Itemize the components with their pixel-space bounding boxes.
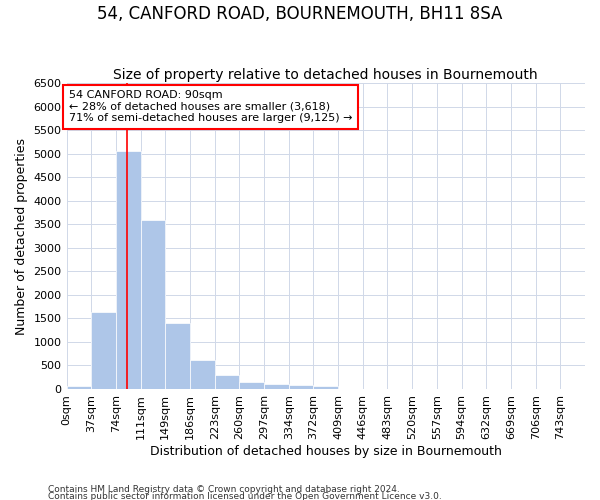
Text: 54 CANFORD ROAD: 90sqm
← 28% of detached houses are smaller (3,618)
71% of semi-: 54 CANFORD ROAD: 90sqm ← 28% of detached… <box>68 90 352 124</box>
Text: 54, CANFORD ROAD, BOURNEMOUTH, BH11 8SA: 54, CANFORD ROAD, BOURNEMOUTH, BH11 8SA <box>97 5 503 23</box>
Bar <box>264 384 289 389</box>
Title: Size of property relative to detached houses in Bournemouth: Size of property relative to detached ho… <box>113 68 538 82</box>
Bar <box>190 360 215 389</box>
Bar <box>215 376 239 389</box>
Bar <box>116 151 140 389</box>
Text: Contains public sector information licensed under the Open Government Licence v3: Contains public sector information licen… <box>48 492 442 500</box>
Text: Contains HM Land Registry data © Crown copyright and database right 2024.: Contains HM Land Registry data © Crown c… <box>48 486 400 494</box>
Bar <box>91 312 116 389</box>
Bar <box>67 386 91 389</box>
Bar <box>165 323 190 389</box>
Bar <box>313 386 338 389</box>
Bar <box>239 382 264 389</box>
X-axis label: Distribution of detached houses by size in Bournemouth: Distribution of detached houses by size … <box>150 444 502 458</box>
Y-axis label: Number of detached properties: Number of detached properties <box>15 138 28 334</box>
Bar <box>289 386 313 389</box>
Bar <box>140 220 165 389</box>
